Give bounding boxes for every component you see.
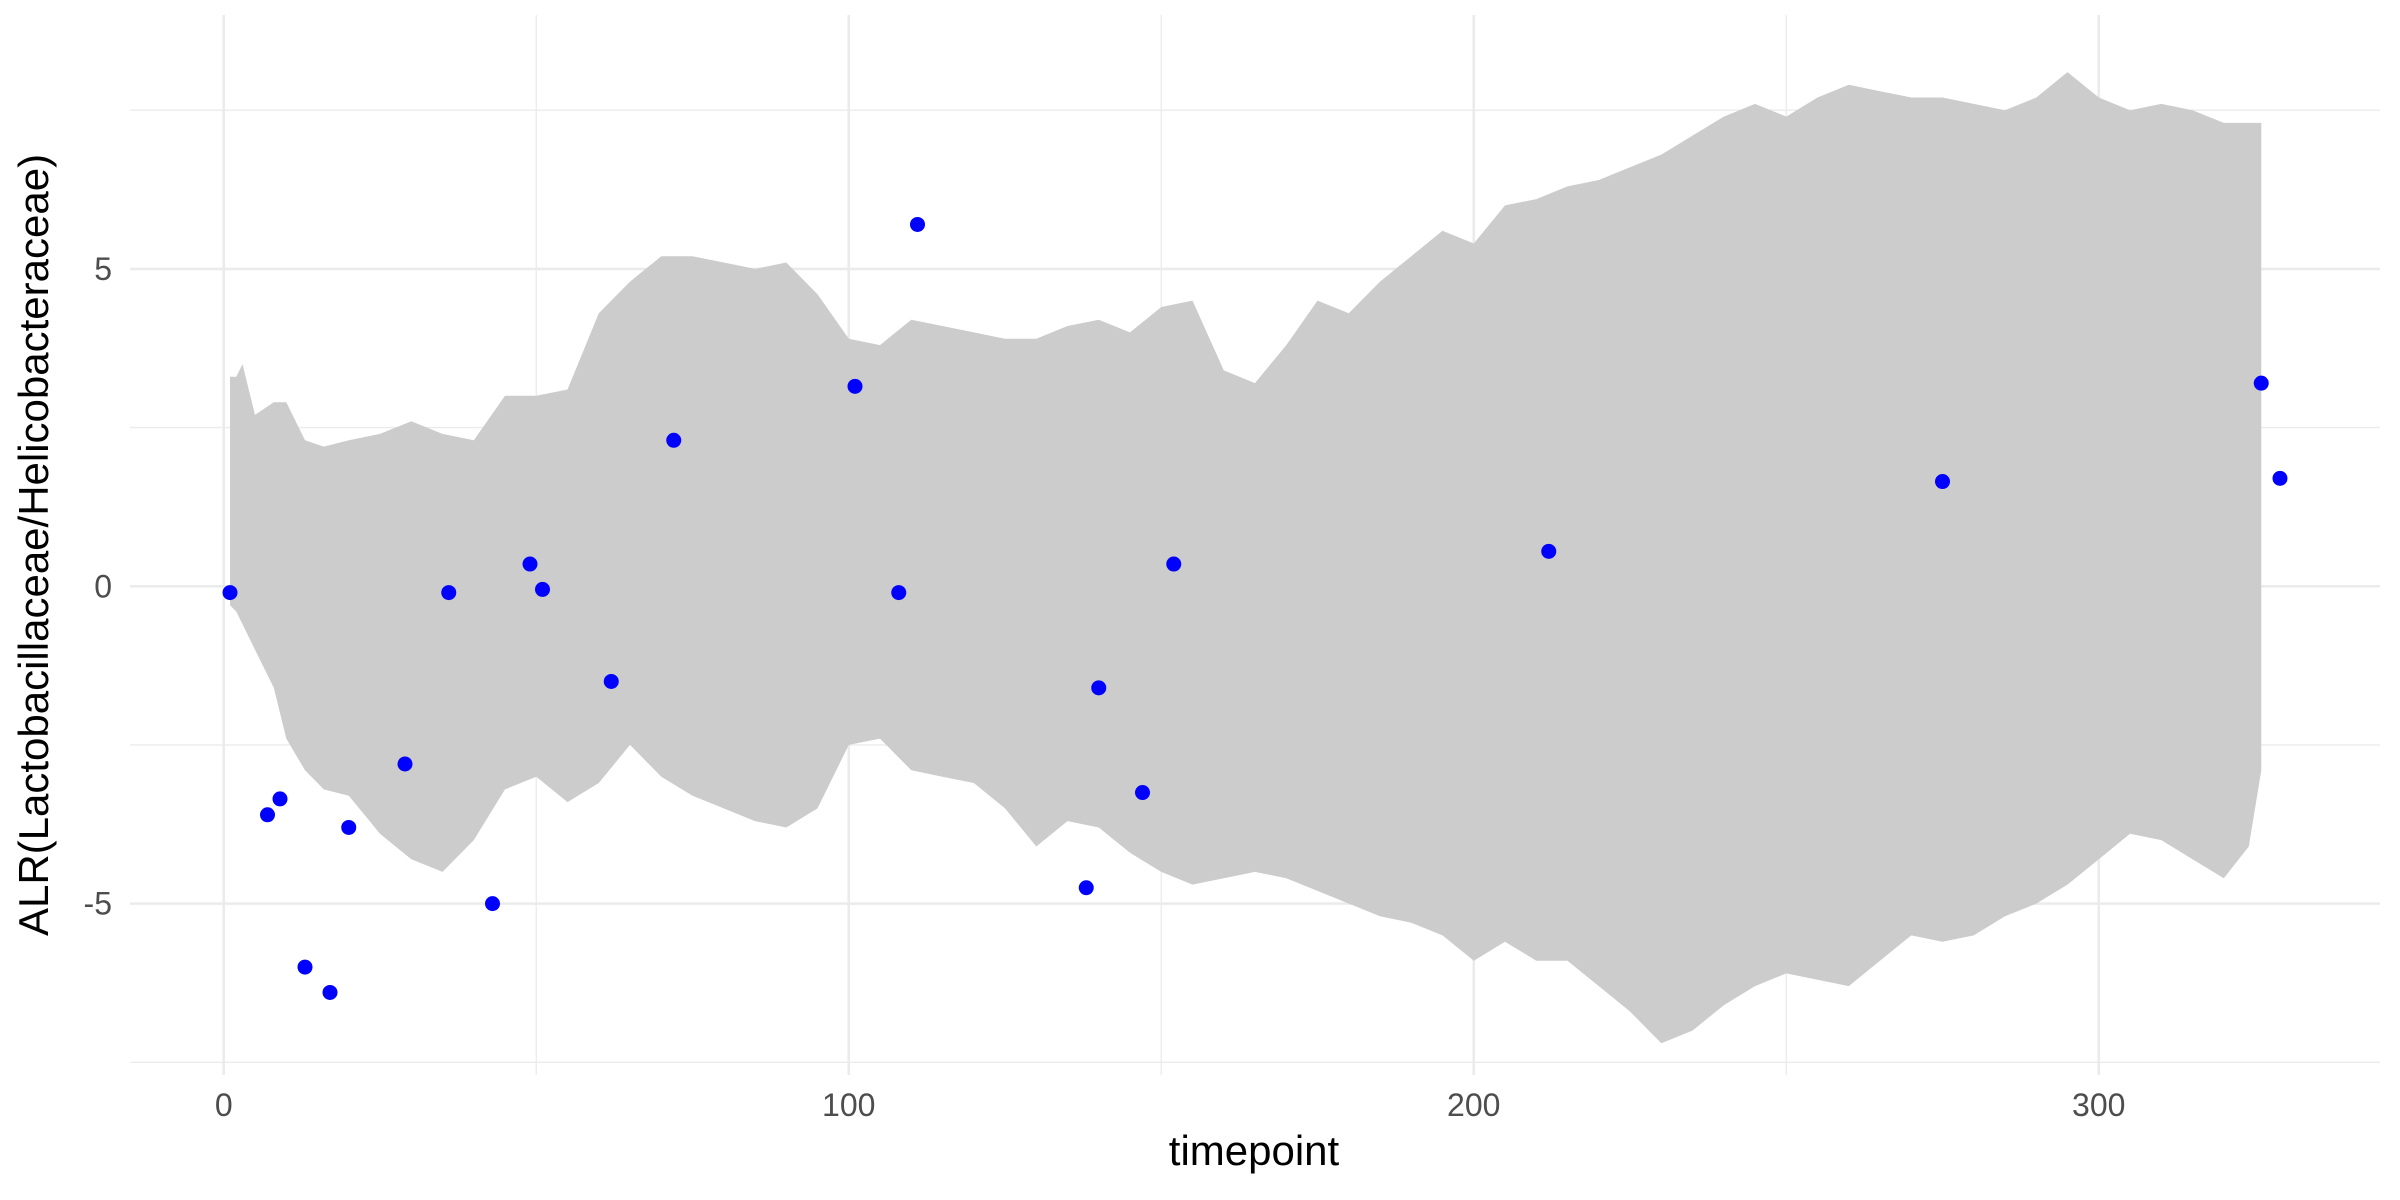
data-point [485,896,500,912]
data-point [397,756,413,772]
data-point [272,791,288,807]
prediction-band-layer [230,72,2262,1044]
data-point [222,585,238,601]
data-point [1935,474,1950,490]
x-tick-label: 300 [2072,1087,2125,1123]
data-point [1078,880,1094,896]
y-tick-label: 5 [94,251,112,287]
data-point [322,984,338,1000]
data-point [603,673,619,689]
data-points-layer [222,216,2288,1000]
prediction-band [230,72,2262,1044]
data-point [847,378,863,394]
data-point [535,581,550,597]
data-point [260,807,275,823]
data-point [891,585,907,601]
data-point [441,585,457,601]
y-axis-ticks: -5 0 5 [84,251,112,922]
data-point [666,432,682,448]
data-point [1541,543,1557,559]
data-point [2253,375,2269,391]
data-point [522,556,538,572]
x-tick-label: 200 [1447,1087,1500,1123]
x-tick-label: 0 [215,1087,233,1123]
data-point [1091,680,1107,696]
data-point [341,819,357,835]
x-axis-ticks: 0 100 200 300 [215,1087,2126,1123]
y-axis-title: ALR(Lactobacillaceae/Helicobacteraceae) [10,154,57,936]
y-tick-label: -5 [84,886,112,922]
data-point [2272,470,2288,486]
data-point [297,959,313,975]
x-tick-label: 100 [822,1087,875,1123]
data-point [910,216,925,232]
data-point [1166,556,1182,572]
x-axis-title: timepoint [1169,1127,1340,1174]
y-tick-label: 0 [94,568,112,604]
data-point [1135,785,1150,801]
